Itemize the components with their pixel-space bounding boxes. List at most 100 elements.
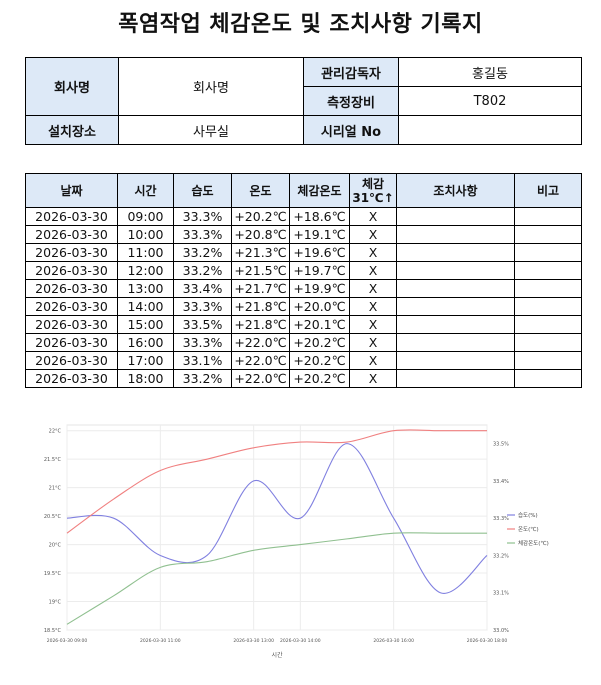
cell-time: 09:00	[117, 207, 174, 226]
left-axis-tick-label: 20.5°C	[44, 514, 62, 520]
cell-note[interactable]	[514, 351, 582, 370]
cell-date: 2026-03-30	[25, 207, 118, 226]
right-axis-tick-label: 33.5%	[493, 442, 509, 448]
cell-temperature: +22.0℃	[231, 369, 290, 388]
cell-time: 15:00	[117, 315, 174, 334]
cell-humidity: 33.3%	[173, 225, 232, 244]
cell-date: 2026-03-30	[25, 369, 118, 388]
header-feels-like: 체감온도	[289, 173, 350, 208]
cell-feels-like: +20.1℃	[289, 315, 350, 334]
cell-time: 13:00	[117, 279, 174, 298]
table-row: 2026-03-30 14:00 33.3% +21.8℃ +20.0℃ X	[25, 297, 582, 316]
cell-date: 2026-03-30	[25, 315, 118, 334]
right-axis-tick-label: 33.0%	[493, 628, 509, 634]
chart-container: 22°C 21.5°C 21°C 20.5°C 20°C 19.5°C 19°C 18.5°C…	[25, 405, 581, 675]
table-row: 2026-03-30 18:00 33.2% +22.0℃ +20.2℃ X	[25, 369, 582, 388]
manager-label: 관리감독자	[303, 57, 399, 87]
cell-action[interactable]	[396, 225, 515, 244]
cell-note[interactable]	[514, 297, 582, 316]
log-table: 날짜 시간 습도 온도 체감온도 체감 31℃↑ 조치사항 비고 2026-03…	[25, 173, 582, 388]
cell-note[interactable]	[514, 225, 582, 244]
cell-feels-like: +19.7℃	[289, 261, 350, 280]
left-axis-tick-label: 18.5°C	[44, 628, 62, 634]
right-axis-tick-label: 33.1%	[493, 591, 509, 597]
cell-feels-like: +19.1℃	[289, 225, 350, 244]
table-row: 2026-03-30 09:00 33.3% +20.2℃ +18.6℃ X	[25, 207, 582, 226]
cell-time: 14:00	[117, 297, 174, 316]
x-axis-tick-label: 2026-03-30 13:00	[233, 638, 274, 644]
left-axis-tick-label: 19°C	[49, 600, 62, 606]
cell-note[interactable]	[514, 333, 582, 352]
cell-over-31: X	[349, 351, 397, 370]
cell-note[interactable]	[514, 315, 582, 334]
cell-date: 2026-03-30	[25, 225, 118, 244]
cell-note[interactable]	[514, 369, 582, 388]
document-title: 폭염작업 체감온도 및 조치사항 기록지	[118, 12, 483, 37]
cell-action[interactable]	[396, 243, 515, 262]
left-axis-tick-label: 21.5°C	[44, 457, 62, 463]
manager-value[interactable]: 홍길동	[398, 57, 582, 87]
cell-temperature: +21.8℃	[231, 315, 290, 334]
cell-note[interactable]	[514, 243, 582, 262]
line-chart: 22°C 21.5°C 21°C 20.5°C 20°C 19.5°C 19°C 18.5°C…	[25, 405, 581, 675]
location-label: 설치장소	[25, 115, 119, 145]
x-axis-tick-label: 2026-03-30 14:00	[280, 638, 321, 644]
x-axis-tick-label: 2026-03-30 16:00	[373, 638, 414, 644]
cell-note[interactable]	[514, 279, 582, 298]
cell-date: 2026-03-30	[25, 297, 118, 316]
right-axis-tick-label: 33.2%	[493, 553, 509, 559]
info-table: 회사명 회사명 관리감독자 홍길동 측정장비 T802 설치장소 사무실 시리얼…	[25, 57, 582, 145]
x-axis-tick-label: 2026-03-30 09:00	[47, 638, 88, 644]
table-row: 2026-03-30 11:00 33.2% +21.3℃ +19.6℃ X	[25, 243, 582, 262]
cell-action[interactable]	[396, 351, 515, 370]
cell-date: 2026-03-30	[25, 279, 118, 298]
cell-over-31: X	[349, 333, 397, 352]
left-axis-tick-label: 20°C	[49, 543, 62, 549]
log-header-row: 날짜 시간 습도 온도 체감온도 체감 31℃↑ 조치사항 비고	[25, 173, 582, 208]
cell-action[interactable]	[396, 315, 515, 334]
cell-feels-like: +19.9℃	[289, 279, 350, 298]
cell-action[interactable]	[396, 207, 515, 226]
company-value[interactable]: 회사명	[118, 57, 304, 116]
cell-action[interactable]	[396, 297, 515, 316]
table-row: 2026-03-30 16:00 33.3% +22.0℃ +20.2℃ X	[25, 333, 582, 352]
right-axis-tick-label: 33.3%	[493, 516, 509, 522]
cell-feels-like: +20.2℃	[289, 333, 350, 352]
cell-note[interactable]	[514, 207, 582, 226]
cell-feels-like: +19.6℃	[289, 243, 350, 262]
serial-label: 시리얼 No	[303, 115, 399, 145]
cell-humidity: 33.1%	[173, 351, 232, 370]
header-temperature: 온도	[231, 173, 290, 208]
cell-over-31: X	[349, 297, 397, 316]
cell-action[interactable]	[396, 369, 515, 388]
header-date: 날짜	[25, 173, 118, 208]
cell-over-31: X	[349, 315, 397, 334]
cell-date: 2026-03-30	[25, 333, 118, 352]
cell-over-31: X	[349, 261, 397, 280]
cell-over-31: X	[349, 279, 397, 298]
log-body: 2026-03-30 09:00 33.3% +20.2℃ +18.6℃ X 2026-03…	[25, 207, 582, 388]
table-row: 2026-03-30 15:00 33.5% +21.8℃ +20.1℃ X	[25, 315, 582, 334]
cell-humidity: 33.3%	[173, 207, 232, 226]
cell-over-31: X	[349, 369, 397, 388]
x-axis-title: 시간	[271, 651, 283, 659]
cell-over-31: X	[349, 243, 397, 262]
serial-value[interactable]	[398, 115, 582, 145]
series-line-0	[66, 443, 488, 594]
left-axis-tick-label: 21°C	[49, 486, 62, 492]
cell-humidity: 33.2%	[173, 369, 232, 388]
cell-over-31: X	[349, 225, 397, 244]
location-value[interactable]: 사무실	[118, 115, 304, 145]
cell-time: 12:00	[117, 261, 174, 280]
cell-date: 2026-03-30	[25, 351, 118, 370]
cell-temperature: +22.0℃	[231, 351, 290, 370]
cell-action[interactable]	[396, 279, 515, 298]
cell-note[interactable]	[514, 261, 582, 280]
cell-temperature: +20.8℃	[231, 225, 290, 244]
series-line-2	[66, 532, 487, 625]
device-value[interactable]: T802	[398, 86, 582, 116]
cell-action[interactable]	[396, 333, 515, 352]
cell-action[interactable]	[396, 261, 515, 280]
header-action: 조치사항	[396, 173, 515, 208]
cell-humidity: 33.2%	[173, 261, 232, 280]
